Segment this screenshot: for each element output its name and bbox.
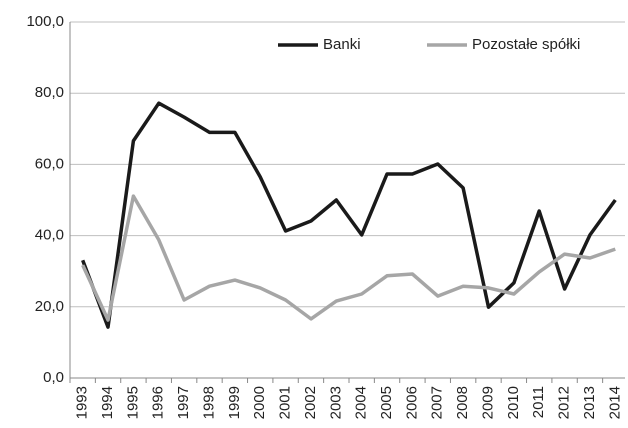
x-tick-label: 2006 (403, 386, 420, 419)
x-tick-label: 1994 (99, 386, 116, 419)
series-line (81, 101, 617, 329)
legend-label: Banki (323, 36, 361, 53)
x-tick-label: 1993 (74, 386, 91, 419)
x-tick-label: 2009 (479, 386, 496, 419)
x-tick-label: 1997 (175, 386, 192, 419)
x-tick-label: 2012 (556, 386, 573, 419)
x-tick-label: 2010 (505, 386, 522, 419)
y-tick-label: 100,0 (26, 13, 64, 30)
x-tick-label: 2014 (606, 386, 623, 419)
y-tick-label: 20,0 (35, 298, 64, 315)
y-tick-label: 0,0 (43, 369, 64, 386)
legend-label: Pozostałe spółki (472, 36, 580, 53)
x-tick-label: 2011 (530, 386, 547, 418)
x-tick-label: 2002 (302, 386, 319, 419)
y-tick-label: 80,0 (35, 84, 64, 101)
x-tick-label: 2013 (581, 386, 598, 419)
y-tick-label: 60,0 (35, 155, 64, 172)
x-tick-label: 2007 (429, 386, 446, 419)
x-tick-label: 1996 (150, 386, 167, 419)
series-line (81, 194, 616, 322)
x-tick-label: 2000 (251, 386, 268, 419)
y-tick-label: 40,0 (35, 227, 64, 244)
x-tick-label: 1995 (124, 386, 141, 419)
x-tick-label: 2004 (353, 386, 370, 419)
x-tick-label: 2003 (327, 386, 344, 419)
x-tick-label: 1998 (200, 386, 217, 419)
x-tick-label: 2001 (277, 386, 294, 419)
x-tick-label: 2008 (454, 386, 471, 419)
x-tick-label: 1999 (226, 386, 243, 419)
x-tick-label: 2005 (378, 386, 395, 419)
